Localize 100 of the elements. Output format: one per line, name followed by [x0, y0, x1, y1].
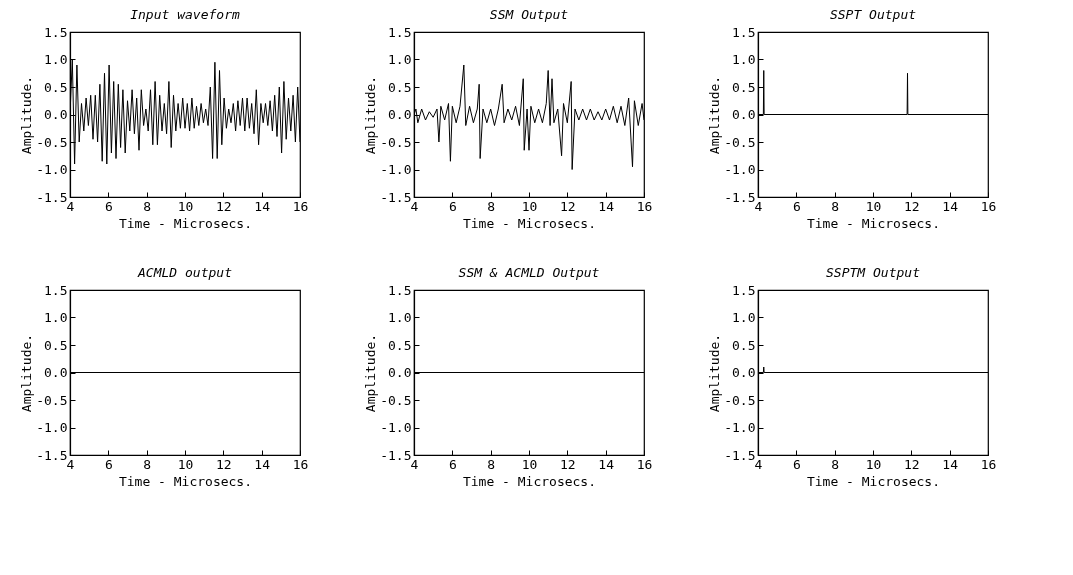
x-tick-label: 8: [831, 198, 840, 214]
y-tick-label: -0.5: [380, 392, 412, 408]
x-tick-label: 16: [292, 198, 309, 214]
y-tick-label: -1.5: [36, 189, 68, 205]
y-axis-title: Amplitude.: [707, 75, 723, 155]
x-axis-title: Time - Microsecs.: [806, 215, 941, 231]
y-tick-label: 1.5: [44, 24, 68, 40]
x-tick-label: 4: [410, 456, 419, 472]
x-tick-label: 16: [636, 456, 653, 472]
y-axis-title: Amplitude.: [19, 75, 35, 155]
y-tick-label: 1.5: [388, 24, 412, 40]
y-tick-label: 0.0: [732, 365, 756, 380]
y-tick-label: -1.0: [724, 162, 756, 177]
x-tick-label: 14: [598, 198, 615, 214]
chart-title: SSM & ACMLD Output: [458, 265, 600, 280]
y-tick-label: -0.5: [380, 134, 412, 150]
y-tick-label: 0.0: [44, 107, 68, 122]
x-tick-label: 4: [754, 456, 763, 472]
y-tick-label: 1.0: [732, 310, 756, 325]
x-tick-label: 6: [104, 456, 113, 472]
x-tick-label: 12: [560, 456, 576, 472]
x-tick-label: 6: [448, 198, 457, 214]
y-axis-title: Amplitude.: [707, 333, 723, 413]
x-tick-label: 4: [754, 198, 763, 214]
x-axis-title: Time - Microsecs.: [462, 473, 597, 489]
x-tick-label: 8: [487, 198, 496, 214]
x-tick-label: 10: [177, 456, 194, 472]
x-tick-label: 14: [254, 198, 271, 214]
x-tick-label: 8: [831, 456, 840, 472]
y-axis-title: Amplitude.: [363, 333, 379, 413]
x-tick-label: 12: [216, 198, 232, 214]
x-tick-label: 12: [904, 198, 920, 214]
x-tick-label: 10: [521, 456, 538, 472]
y-tick-label: 0.0: [732, 107, 756, 122]
y-tick-label: 0.5: [732, 79, 756, 95]
x-tick-label: 12: [560, 198, 576, 214]
y-tick-label: 0.0: [44, 365, 68, 380]
y-tick-label: -0.5: [36, 134, 68, 150]
x-tick-label: 14: [942, 456, 959, 472]
y-tick-label: 1.0: [44, 310, 68, 325]
x-axis-title: Time - Microsecs.: [462, 215, 597, 231]
y-tick-label: -1.0: [36, 420, 68, 435]
y-tick-label: -0.5: [724, 392, 756, 408]
y-tick-label: 1.5: [44, 282, 68, 298]
y-tick-label: -0.5: [36, 392, 68, 408]
x-tick-label: 16: [636, 198, 653, 214]
x-tick-label: 4: [410, 198, 419, 214]
x-tick-label: 8: [487, 456, 496, 472]
x-tick-label: 6: [448, 456, 457, 472]
y-tick-label: 0.5: [388, 79, 412, 95]
y-tick-label: -1.0: [724, 420, 756, 435]
y-tick-label: -1.0: [380, 420, 412, 435]
x-axis-title: Time - Microsecs.: [806, 473, 941, 489]
x-tick-label: 10: [865, 456, 882, 472]
y-tick-label: -1.5: [724, 189, 756, 205]
x-tick-label: 6: [792, 456, 801, 472]
x-tick-label: 8: [143, 198, 152, 214]
x-tick-label: 14: [254, 456, 271, 472]
x-tick-label: 10: [865, 198, 882, 214]
y-tick-label: -1.5: [380, 447, 412, 463]
y-tick-label: 0.5: [388, 337, 412, 353]
x-tick-label: 16: [980, 456, 997, 472]
x-tick-label: 14: [942, 198, 959, 214]
y-tick-label: 1.5: [732, 24, 756, 40]
y-tick-label: 1.0: [44, 52, 68, 67]
x-tick-label: 16: [292, 456, 309, 472]
x-tick-label: 16: [980, 198, 997, 214]
y-tick-label: -1.0: [380, 162, 412, 177]
y-tick-label: 0.5: [44, 79, 68, 95]
y-tick-label: -1.5: [380, 189, 412, 205]
y-axis-title: Amplitude.: [363, 75, 379, 155]
chart-title: ACMLD output: [137, 265, 233, 280]
x-axis-title: Time - Microsecs.: [118, 473, 253, 489]
y-tick-label: -1.0: [36, 162, 68, 177]
y-tick-label: 1.5: [388, 282, 412, 298]
y-tick-label: -1.5: [724, 447, 756, 463]
x-tick-label: 4: [66, 198, 75, 214]
y-tick-label: 1.0: [388, 310, 412, 325]
y-tick-label: 1.0: [732, 52, 756, 67]
chart-title: SSPTM Output: [826, 265, 921, 280]
x-tick-label: 8: [143, 456, 152, 472]
y-tick-label: 0.0: [388, 107, 412, 122]
y-tick-label: 0.0: [388, 365, 412, 380]
y-tick-label: -0.5: [724, 134, 756, 150]
y-tick-label: 1.5: [732, 282, 756, 298]
x-axis-title: Time - Microsecs.: [118, 215, 253, 231]
chart-title: SSPT Output: [829, 7, 917, 22]
x-tick-label: 4: [66, 456, 75, 472]
x-tick-label: 6: [104, 198, 113, 214]
x-tick-label: 12: [904, 456, 920, 472]
x-tick-label: 10: [521, 198, 538, 214]
x-tick-label: 14: [598, 456, 615, 472]
y-tick-label: -1.5: [36, 447, 68, 463]
y-axis-title: Amplitude.: [19, 333, 35, 413]
x-tick-label: 10: [177, 198, 194, 214]
y-tick-label: 1.0: [388, 52, 412, 67]
x-tick-label: 6: [792, 198, 801, 214]
x-tick-label: 12: [216, 456, 232, 472]
chart-title: Input waveform: [130, 7, 240, 22]
y-tick-label: 0.5: [44, 337, 68, 353]
